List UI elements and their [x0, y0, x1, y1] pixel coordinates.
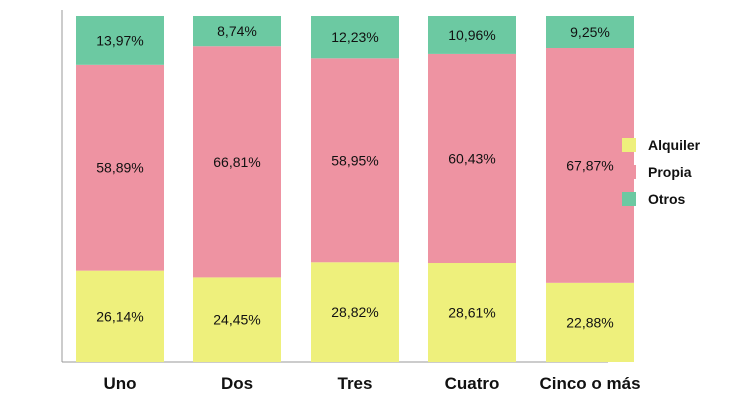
- data-label-propia-5: 67,87%: [566, 157, 613, 173]
- category-label-3: Tres: [338, 374, 373, 393]
- category-label-4: Cuatro: [445, 374, 500, 393]
- bar-segment-propia-4: [428, 53, 516, 264]
- bar-segment-otros-3: [311, 16, 399, 59]
- data-label-alquiler-3: 28,82%: [331, 304, 378, 320]
- data-label-otros-1: 13,97%: [96, 32, 143, 48]
- data-label-otros-4: 10,96%: [448, 27, 495, 43]
- bar-segment-propia-3: [311, 58, 399, 263]
- data-label-propia-3: 58,95%: [331, 152, 378, 168]
- legend-swatch-alquiler: [622, 138, 636, 152]
- bar-segment-alquiler-4: [428, 263, 516, 362]
- data-label-otros-5: 9,25%: [570, 24, 610, 40]
- legend-label-propia: Propia: [648, 164, 692, 180]
- legend-swatch-propia: [622, 165, 636, 179]
- data-label-propia-2: 66,81%: [213, 154, 260, 170]
- bar-segment-alquiler-5: [546, 282, 634, 362]
- data-label-propia-4: 60,43%: [448, 150, 495, 166]
- data-label-otros-3: 12,23%: [331, 29, 378, 45]
- bar-segment-otros-2: [193, 16, 281, 47]
- data-label-otros-2: 8,74%: [217, 23, 257, 39]
- bar-segment-otros-1: [76, 16, 164, 65]
- bar-segment-alquiler-3: [311, 262, 399, 362]
- data-label-propia-1: 58,89%: [96, 160, 143, 176]
- bar-segment-propia-1: [76, 64, 164, 271]
- bar-segment-alquiler-1: [76, 270, 164, 362]
- bar-segment-propia-5: [546, 48, 634, 283]
- category-label-2: Dos: [221, 374, 253, 393]
- category-label-5: Cinco o más: [539, 374, 640, 393]
- bar-segment-otros-4: [428, 16, 516, 54]
- bar-segment-otros-5: [546, 16, 634, 49]
- data-label-alquiler-2: 24,45%: [213, 312, 260, 328]
- bar-segment-alquiler-2: [193, 277, 281, 362]
- bar-segment-propia-2: [193, 46, 281, 278]
- data-label-alquiler-5: 22,88%: [566, 314, 613, 330]
- data-label-alquiler-1: 26,14%: [96, 308, 143, 324]
- category-label-1: Uno: [103, 374, 136, 393]
- legend-label-alquiler: Alquiler: [648, 137, 701, 153]
- legend-label-otros: Otros: [648, 191, 686, 207]
- legend-swatch-otros: [622, 192, 636, 206]
- data-label-alquiler-4: 28,61%: [448, 305, 495, 321]
